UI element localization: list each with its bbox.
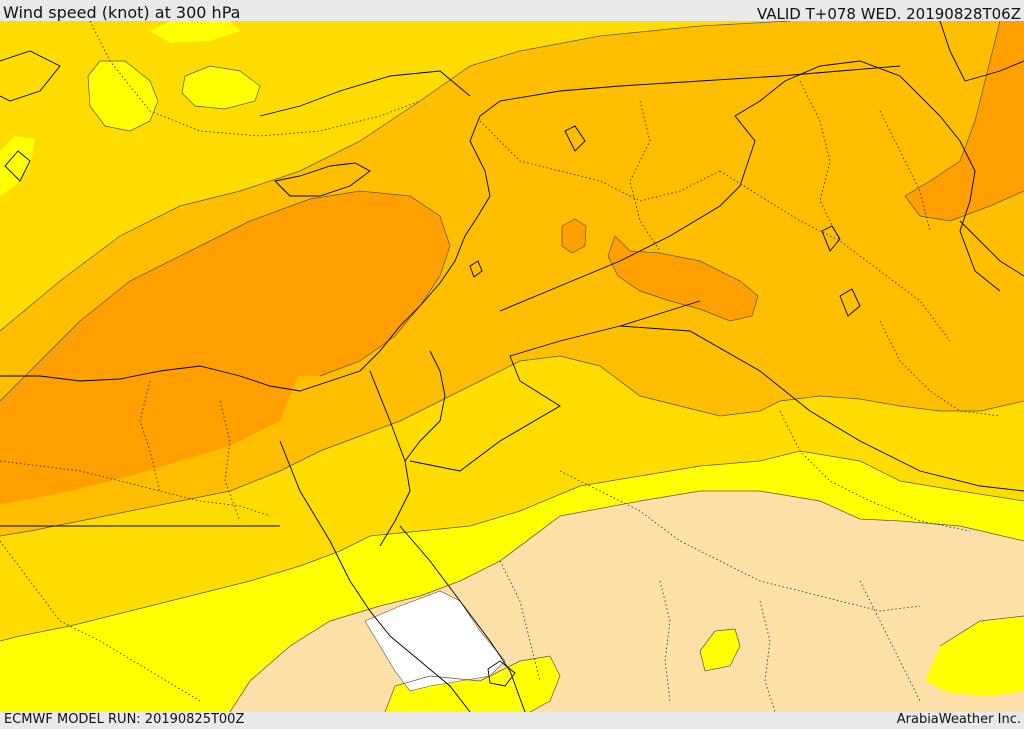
band-orange-ne: [905, 21, 1024, 221]
valid-time: VALID T+078 WED. 20190828T06Z: [756, 5, 1021, 23]
country-borders: [0, 21, 1024, 712]
band-orange-small: [562, 219, 586, 253]
band-yellow-nw3: [150, 21, 240, 43]
band-yellow-nw2: [182, 66, 260, 109]
band-yellow-nw1: [88, 61, 158, 131]
contour-lines: [0, 21, 1024, 712]
band-yellow-nw4: [0, 136, 35, 196]
wind-speed-map: [0, 21, 1024, 712]
admin-boundaries: [0, 21, 1001, 712]
model-run-label: ECMWF MODEL RUN: 20190825T00Z: [4, 712, 245, 727]
credit-label: ArabiaWeather Inc.: [896, 712, 1021, 727]
band-yellow-blob: [700, 629, 740, 671]
map-title: Wind speed (knot) at 300 hPa: [3, 3, 241, 22]
band-yellow-bottom: [385, 656, 560, 712]
band-orange-east: [608, 236, 758, 321]
band-orange-sw: [0, 351, 300, 504]
band-yellow-se: [925, 616, 1024, 696]
